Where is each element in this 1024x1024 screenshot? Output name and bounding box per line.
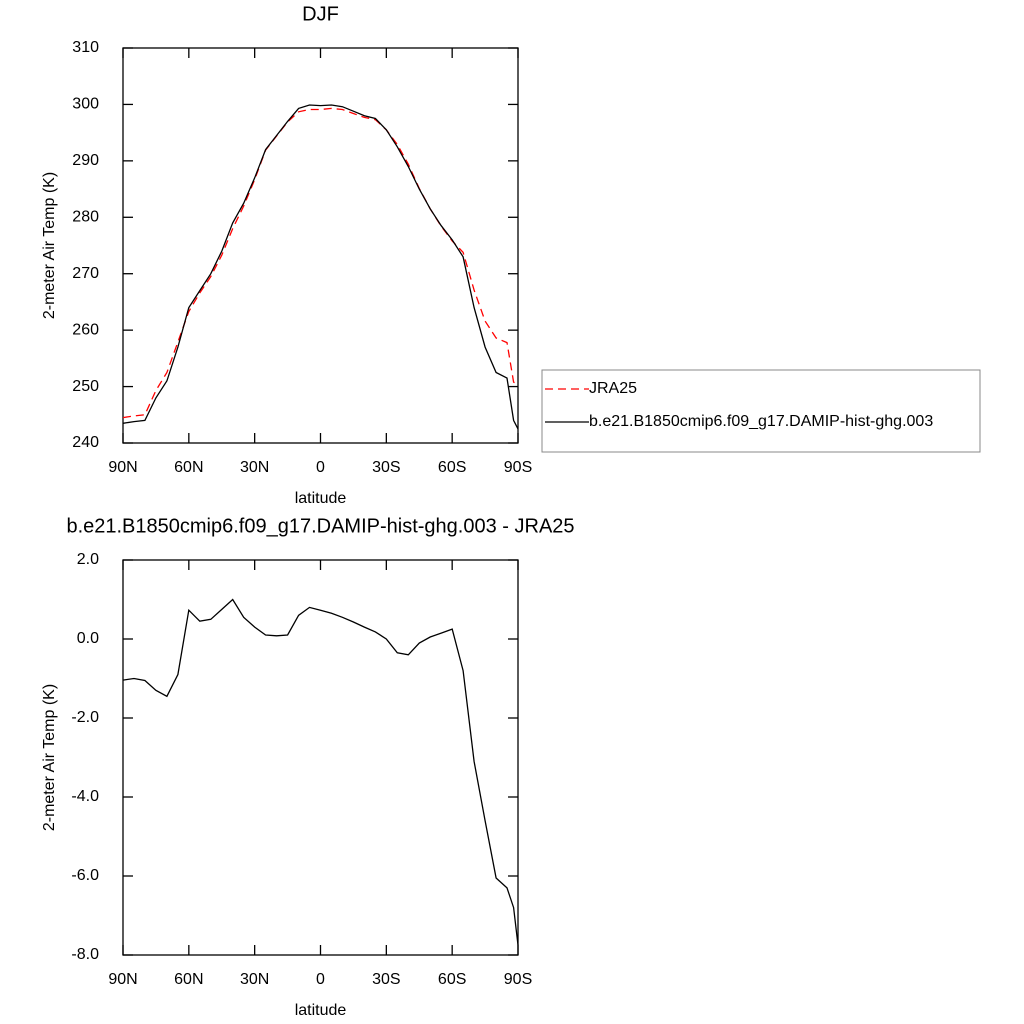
data-line — [122, 104, 519, 430]
y-tick-label: -8.0 — [71, 946, 99, 963]
legend-label: b.e21.B1850cmip6.f09_g17.DAMIP-hist-ghg.… — [589, 413, 933, 430]
x-tick-label: 90S — [504, 459, 532, 476]
y-tick-label: 0.0 — [77, 630, 99, 647]
x-axis-label: latitude — [295, 1002, 347, 1019]
legend: JRA25 b.e21.B1850cmip6.f09_g17.DAMIP-hist… — [541, 369, 981, 453]
y-tick-label: 270 — [72, 265, 99, 282]
y-tick-label: 290 — [72, 152, 99, 169]
x-axis-label: latitude — [295, 490, 347, 507]
x-tick-label: 30N — [240, 459, 269, 476]
y-tick-label: 250 — [72, 378, 99, 395]
y-tick-label: 240 — [72, 434, 99, 451]
x-tick-label: 0 — [316, 459, 325, 476]
plot-frame — [122, 47, 519, 444]
plot-frame — [122, 559, 519, 956]
y-tick-label: 2.0 — [77, 551, 99, 568]
chart-title: b.e21.B1850cmip6.f09_g17.DAMIP-hist-ghg.… — [66, 515, 574, 537]
data-line — [122, 107, 519, 419]
data-line — [122, 598, 519, 946]
y-axis-label: 2-meter Air Temp (K) — [41, 684, 58, 831]
chart-title: DJF — [302, 3, 339, 25]
x-tick-label: 60N — [174, 971, 203, 988]
y-tick-label: -4.0 — [71, 788, 99, 805]
y-tick-label: -6.0 — [71, 867, 99, 884]
x-tick-label: 30S — [372, 971, 400, 988]
y-tick-label: 260 — [72, 321, 99, 338]
y-tick-label: 280 — [72, 209, 99, 226]
x-tick-label: 60N — [174, 459, 203, 476]
x-tick-label: 30S — [372, 459, 400, 476]
legend-label: JRA25 — [589, 380, 637, 397]
y-tick-label: 310 — [72, 39, 99, 56]
x-tick-label: 30N — [240, 971, 269, 988]
x-tick-label: 90N — [108, 459, 137, 476]
x-tick-label: 90S — [504, 971, 532, 988]
y-tick-label: -2.0 — [71, 709, 99, 726]
x-tick-label: 0 — [316, 971, 325, 988]
x-tick-label: 60S — [438, 971, 466, 988]
x-tick-label: 60S — [438, 459, 466, 476]
y-tick-label: 300 — [72, 96, 99, 113]
x-tick-label: 90N — [108, 971, 137, 988]
y-axis-label: 2-meter Air Temp (K) — [41, 172, 58, 319]
legend-box — [541, 369, 981, 453]
